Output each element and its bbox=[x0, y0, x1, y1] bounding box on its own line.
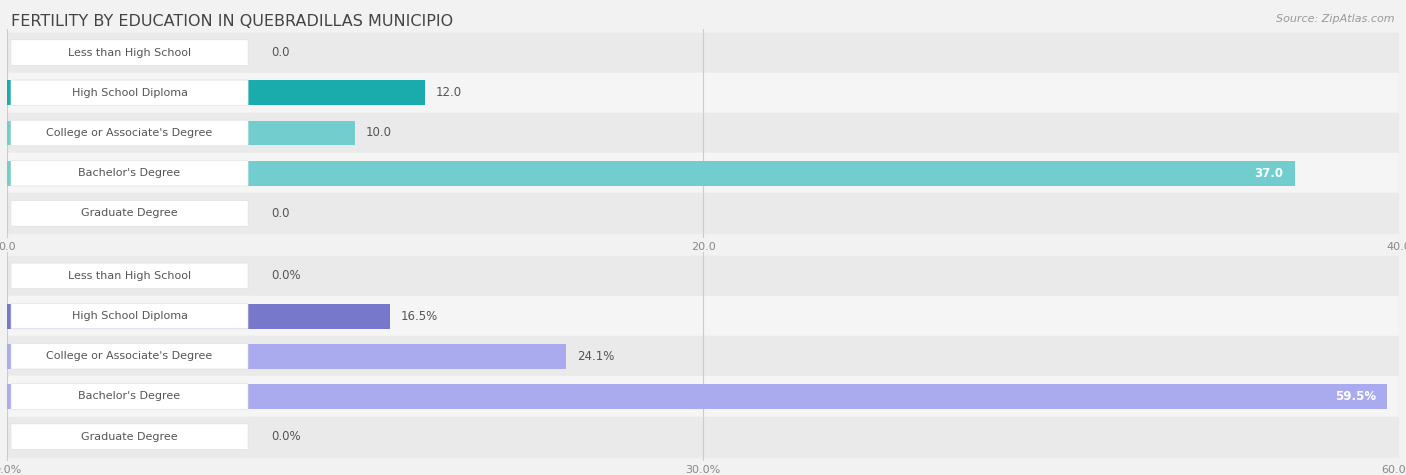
Bar bbox=[7, 161, 1295, 186]
Text: Less than High School: Less than High School bbox=[67, 48, 191, 57]
Bar bbox=[7, 121, 354, 145]
FancyBboxPatch shape bbox=[11, 384, 247, 409]
Bar bbox=[7, 32, 1399, 73]
FancyBboxPatch shape bbox=[11, 40, 247, 66]
Bar bbox=[7, 376, 1399, 417]
Bar bbox=[7, 256, 1399, 296]
Bar bbox=[7, 193, 1399, 234]
Text: Less than High School: Less than High School bbox=[67, 271, 191, 281]
FancyBboxPatch shape bbox=[11, 161, 247, 186]
Text: Source: ZipAtlas.com: Source: ZipAtlas.com bbox=[1277, 14, 1395, 24]
FancyBboxPatch shape bbox=[11, 200, 247, 226]
Bar bbox=[7, 153, 1399, 193]
Bar bbox=[7, 296, 1399, 336]
Bar bbox=[7, 336, 1399, 376]
Text: 10.0: 10.0 bbox=[366, 126, 392, 140]
Bar bbox=[7, 113, 1399, 153]
Bar bbox=[7, 344, 567, 369]
Text: College or Associate's Degree: College or Associate's Degree bbox=[46, 128, 212, 138]
Text: Graduate Degree: Graduate Degree bbox=[82, 209, 177, 218]
Text: 59.5%: 59.5% bbox=[1336, 390, 1376, 403]
FancyBboxPatch shape bbox=[11, 343, 247, 369]
FancyBboxPatch shape bbox=[11, 424, 247, 449]
Text: Bachelor's Degree: Bachelor's Degree bbox=[79, 391, 180, 401]
Text: 0.0%: 0.0% bbox=[271, 269, 301, 282]
Text: 0.0: 0.0 bbox=[271, 46, 290, 59]
Text: High School Diploma: High School Diploma bbox=[72, 88, 187, 98]
FancyBboxPatch shape bbox=[11, 80, 247, 105]
Text: 0.0: 0.0 bbox=[271, 207, 290, 220]
Text: 24.1%: 24.1% bbox=[578, 350, 614, 363]
Text: 12.0: 12.0 bbox=[436, 86, 463, 99]
Bar bbox=[7, 73, 1399, 113]
Text: 16.5%: 16.5% bbox=[401, 310, 439, 323]
FancyBboxPatch shape bbox=[11, 263, 247, 289]
Bar bbox=[7, 80, 425, 105]
Bar bbox=[7, 304, 389, 329]
Text: 0.0%: 0.0% bbox=[271, 430, 301, 443]
FancyBboxPatch shape bbox=[11, 120, 247, 146]
Text: High School Diploma: High School Diploma bbox=[72, 311, 187, 321]
Bar bbox=[7, 417, 1399, 457]
Bar bbox=[7, 384, 1388, 409]
FancyBboxPatch shape bbox=[11, 303, 247, 329]
Text: Bachelor's Degree: Bachelor's Degree bbox=[79, 168, 180, 178]
Text: FERTILITY BY EDUCATION IN QUEBRADILLAS MUNICIPIO: FERTILITY BY EDUCATION IN QUEBRADILLAS M… bbox=[11, 14, 453, 29]
Text: College or Associate's Degree: College or Associate's Degree bbox=[46, 351, 212, 361]
Text: 37.0: 37.0 bbox=[1254, 167, 1284, 180]
Text: Graduate Degree: Graduate Degree bbox=[82, 432, 177, 442]
